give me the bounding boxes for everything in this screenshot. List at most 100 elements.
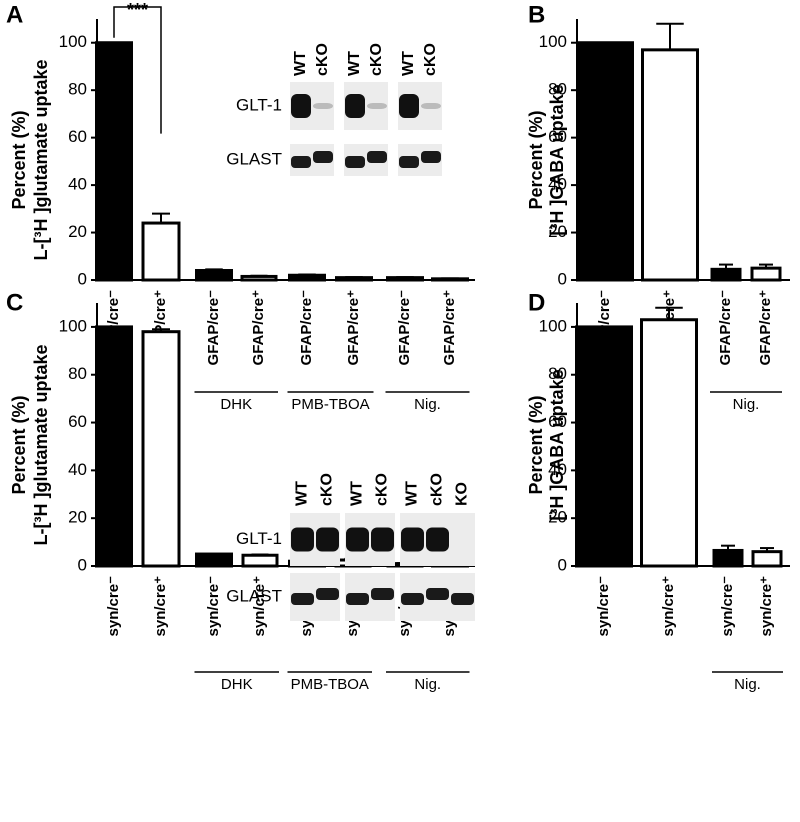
y-tick-label: 0 xyxy=(78,269,87,288)
group-label: Nig. xyxy=(414,676,441,693)
x-tick-label: GFAP/cre⁺ xyxy=(757,290,774,366)
significance-bracket xyxy=(113,6,162,134)
blot-band xyxy=(451,593,474,605)
x-tick-label: syn/cre⁺ xyxy=(152,576,169,637)
x-tick-label: syn/cre⁺ xyxy=(251,576,268,637)
lane-label: WT xyxy=(346,51,363,76)
blot-band xyxy=(421,151,441,163)
y-tick-label: 20 xyxy=(68,222,87,241)
x-tick-label: syn/cre⁺ xyxy=(758,576,775,637)
x-tick-label: GFAP/cre⁺ xyxy=(441,290,458,366)
panel-letter: A xyxy=(6,1,23,28)
lane-label: cKO xyxy=(429,473,446,506)
lane-label: cKO xyxy=(374,473,391,506)
blot-band xyxy=(401,527,424,552)
blot-band xyxy=(291,527,314,552)
bar xyxy=(95,325,133,568)
blot-band xyxy=(313,151,333,163)
y-tick-label: 40 xyxy=(68,175,87,194)
blot-band xyxy=(426,588,449,600)
blot-band xyxy=(421,103,441,109)
bar xyxy=(431,277,469,282)
y-axis-label: L-[³H ]glutamate uptake xyxy=(31,59,51,260)
x-tick-label: syn/cre⁻ xyxy=(719,576,736,637)
blot-band xyxy=(291,156,311,168)
blot-band xyxy=(401,593,424,605)
y-tick-label: 40 xyxy=(548,175,567,194)
y-tick-label: 80 xyxy=(548,364,567,383)
y-tick-label: 40 xyxy=(68,460,87,479)
lane-label: WT xyxy=(400,51,417,76)
row-label: GLAST xyxy=(226,586,282,605)
bar xyxy=(141,330,181,568)
x-tick-label: syn/cre⁻ xyxy=(205,576,222,637)
blot-band xyxy=(313,103,333,109)
bar xyxy=(288,273,326,282)
blot-band xyxy=(371,527,394,552)
x-tick-label: syn/cre⁺ xyxy=(660,576,677,637)
blot-band xyxy=(399,156,419,168)
y-tick-label: 60 xyxy=(68,412,87,431)
lane-label: WT xyxy=(294,481,311,506)
lane-label: cKO xyxy=(319,473,336,506)
y-tick-label: 60 xyxy=(548,127,567,146)
bar xyxy=(195,552,233,568)
blot-band xyxy=(316,588,339,600)
x-tick-label: syn/cre⁻ xyxy=(105,576,122,637)
bar xyxy=(640,318,698,568)
x-tick-label: GFAP/cre⁺ xyxy=(250,290,267,366)
y-tick-label: 80 xyxy=(68,80,87,99)
blot-band xyxy=(291,94,311,118)
panel-letter: D xyxy=(528,289,545,316)
y-tick-label: 20 xyxy=(548,508,567,527)
x-tick-label: GFAP/cre⁻ xyxy=(298,290,315,366)
bar xyxy=(641,48,699,282)
blot-band xyxy=(371,588,394,600)
row-label: GLT-1 xyxy=(236,529,282,548)
y-tick-label: 100 xyxy=(539,32,567,51)
y-tick-label: 100 xyxy=(59,316,87,335)
panel-letter: B xyxy=(528,1,545,28)
blot-band xyxy=(346,593,369,605)
group-label: PMB-TBOA xyxy=(291,676,369,693)
y-axis-label: Percent (%) xyxy=(9,110,29,209)
group-label: Nig. xyxy=(733,396,760,413)
lane-label: cKO xyxy=(314,43,331,76)
y-axis-label: Percent (%) xyxy=(526,395,546,494)
blot-band xyxy=(345,94,365,118)
y-axis-label: L-[³H ]glutamate uptake xyxy=(31,344,51,545)
bar xyxy=(240,274,278,282)
y-tick-label: 0 xyxy=(558,555,567,574)
bar xyxy=(576,41,634,282)
group-label: DHK xyxy=(220,396,252,413)
x-tick-label: syn/cre⁻ xyxy=(595,576,612,637)
y-tick-label: 60 xyxy=(548,412,567,431)
bar xyxy=(95,41,133,282)
blot-band xyxy=(426,527,449,552)
bar xyxy=(195,269,233,282)
blot-band xyxy=(399,94,419,118)
y-axis-label: Percent (%) xyxy=(9,395,29,494)
y-tick-label: 80 xyxy=(548,80,567,99)
y-tick-label: 20 xyxy=(548,222,567,241)
y-tick-label: 20 xyxy=(68,508,87,527)
y-tick-label: 80 xyxy=(68,364,87,383)
group-label: PMB-TBOA xyxy=(291,396,369,413)
bar xyxy=(241,553,279,568)
bar xyxy=(712,548,744,568)
y-tick-label: 100 xyxy=(539,316,567,335)
y-tick-label: 0 xyxy=(78,555,87,574)
bar xyxy=(575,325,633,568)
y-axis-label: Percent (%) xyxy=(526,110,546,209)
row-label: GLT-1 xyxy=(236,95,282,114)
row-label: GLAST xyxy=(226,149,282,168)
bar xyxy=(386,276,424,282)
panel-letter: C xyxy=(6,289,23,316)
group-label: DHK xyxy=(221,676,253,693)
blot-band xyxy=(291,593,314,605)
lane-label: WT xyxy=(404,481,421,506)
lane-label: KO xyxy=(454,482,471,506)
y-axis-label: [³H ]GABA uptake xyxy=(547,84,567,235)
blot-band xyxy=(316,527,339,552)
